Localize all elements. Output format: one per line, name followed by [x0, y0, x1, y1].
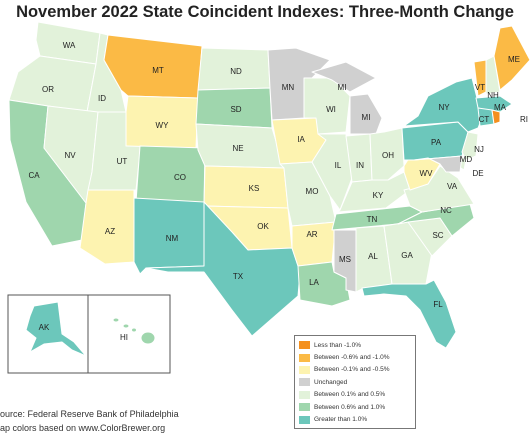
label-MI-upper: MI [338, 83, 347, 92]
label-AZ: AZ [105, 227, 115, 236]
label-SC: SC [432, 231, 443, 240]
state-AR [291, 221, 337, 267]
legend-swatch [299, 341, 310, 350]
label-MI-lower: MI [362, 113, 371, 122]
label-ND: ND [230, 67, 242, 76]
source-line: ource: Federal Reserve Bank of Philadelp… [0, 409, 179, 419]
legend-swatch [299, 365, 310, 374]
label-CA: CA [28, 171, 40, 180]
legend-swatch [299, 415, 310, 424]
label-WI: WI [326, 105, 336, 114]
label-AR: AR [306, 230, 317, 239]
label-GA: GA [401, 251, 413, 260]
legend-swatch [299, 390, 310, 399]
label-IL: IL [335, 161, 342, 170]
label-NE: NE [232, 144, 243, 153]
legend-label: Less than -1.0% [314, 341, 361, 349]
label-CO: CO [174, 173, 186, 182]
state-MD [413, 155, 463, 173]
label-PA: PA [431, 138, 442, 147]
label-DE: DE [472, 169, 483, 178]
state-labels: WA OR CA ID NV AZ UT MT WY CO NM ND SD N… [28, 41, 528, 342]
label-AL: AL [368, 252, 378, 261]
label-KS: KS [249, 184, 260, 193]
legend: Less than -1.0% Between -0.6% and -1.0% … [294, 335, 416, 429]
label-MO: MO [306, 187, 319, 196]
legend-label: Between 0.1% and 0.5% [314, 391, 386, 399]
label-NJ: NJ [474, 145, 484, 154]
legend-label: Between -0.6% and -1.0% [314, 354, 390, 362]
legend-swatch [299, 403, 310, 412]
hawaii-inset-frame [87, 294, 171, 374]
label-MS: MS [339, 255, 351, 264]
legend-label: Unchanged [314, 378, 348, 386]
label-NH: NH [487, 91, 499, 100]
hi-island-2 [122, 323, 130, 329]
state-ME [493, 25, 530, 91]
legend-item: Between -0.1% and -0.5% [299, 364, 411, 376]
state-NH [485, 55, 501, 95]
label-TN: TN [367, 215, 378, 224]
label-AK: AK [39, 323, 50, 332]
hi-island-4 [140, 331, 156, 345]
label-RI: RI [520, 115, 528, 124]
legend-item: Between 0.1% and 0.5% [299, 389, 411, 401]
label-IN: IN [356, 161, 364, 170]
label-FL: FL [433, 300, 443, 309]
label-OK: OK [257, 222, 269, 231]
colors-credit-line: ap colors based on www.ColorBrewer.org [0, 423, 166, 433]
hi-island-1 [112, 317, 120, 323]
source-note: ource: Federal Reserve Bank of Philadelp… [0, 407, 179, 435]
label-WY: WY [156, 121, 170, 130]
label-NC: NC [440, 206, 452, 215]
label-MD: MD [460, 155, 473, 164]
label-WA: WA [63, 41, 76, 50]
legend-label: Between -0.1% and -0.5% [314, 366, 390, 374]
state-RI [491, 109, 501, 125]
label-NY: NY [438, 103, 450, 112]
legend-item: Less than -1.0% [299, 339, 411, 351]
legend-label: Greater than 1.0% [314, 416, 368, 424]
label-NV: NV [64, 151, 76, 160]
legend-item: Greater than 1.0% [299, 413, 411, 425]
label-ME: ME [508, 55, 520, 64]
label-KY: KY [373, 191, 384, 200]
label-WV: WV [420, 169, 434, 178]
legend-item: Unchanged [299, 376, 411, 388]
legend-label: Between 0.6% and 1.0% [314, 403, 386, 411]
state-CO [135, 145, 206, 205]
label-SD: SD [230, 105, 241, 114]
label-LA: LA [309, 278, 319, 287]
label-VT: VT [475, 83, 485, 92]
label-VA: VA [447, 182, 458, 191]
legend-item: Between 0.6% and 1.0% [299, 401, 411, 413]
hi-island-3 [131, 327, 137, 333]
label-NM: NM [166, 234, 179, 243]
state-HI [112, 317, 156, 345]
legend-swatch [299, 353, 310, 362]
state-AK [25, 301, 87, 357]
state-NJ [461, 131, 479, 161]
legend-swatch [299, 378, 310, 387]
label-MA: MA [494, 103, 507, 112]
state-MI-lower [349, 93, 383, 135]
state-KS [203, 165, 289, 209]
label-OR: OR [42, 85, 54, 94]
label-CT: CT [479, 115, 490, 124]
legend-item: Between -0.6% and -1.0% [299, 351, 411, 363]
label-UT: UT [117, 157, 128, 166]
states-layer [8, 21, 530, 349]
map-title: November 2022 State Coincident Indexes: … [16, 3, 514, 21]
label-MT: MT [152, 66, 164, 75]
state-TX [145, 201, 301, 337]
state-MI [311, 61, 377, 93]
state-FL [361, 279, 457, 349]
label-IA: IA [297, 135, 305, 144]
label-MN: MN [282, 83, 295, 92]
label-TX: TX [233, 272, 244, 281]
label-ID: ID [98, 94, 106, 103]
label-HI: HI [120, 333, 128, 342]
label-OH: OH [382, 151, 394, 160]
